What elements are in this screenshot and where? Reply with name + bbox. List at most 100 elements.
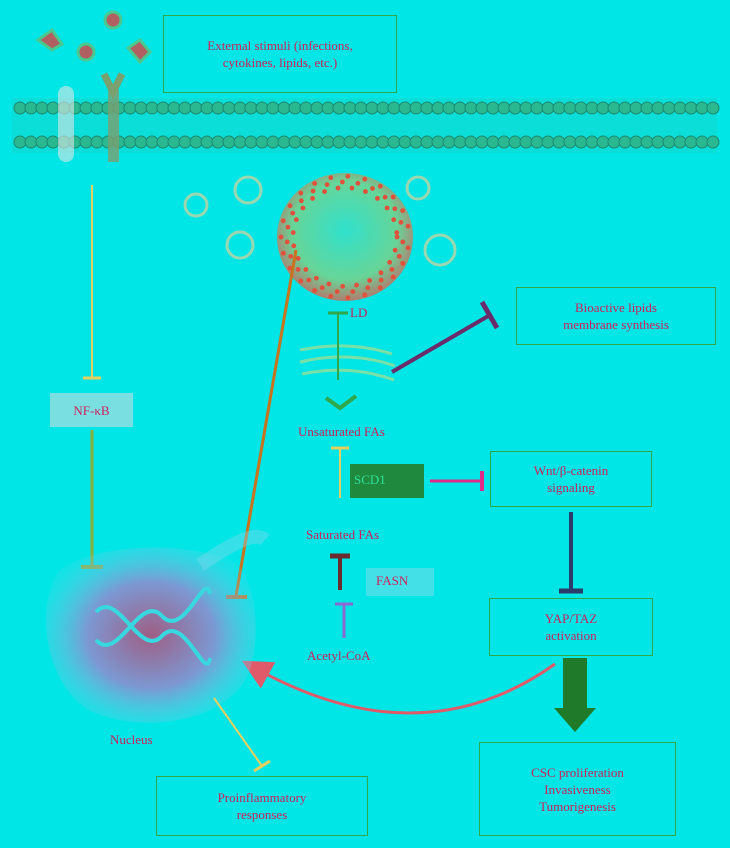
droplet-dot [287,203,293,209]
membrane-bead [79,135,93,149]
membrane-bead [310,135,324,149]
membrane-bead [255,135,269,149]
membrane-bead [398,101,412,115]
membrane-bead [607,101,621,115]
ld-label: LD [350,305,368,320]
membrane-bead [167,101,181,115]
droplet-dot [400,260,406,266]
droplet-dot [390,274,396,280]
membrane-bead [607,135,621,149]
membrane-bead [123,135,137,149]
membrane-bead [552,101,566,115]
yap-to-nucleus-arrow [241,660,556,715]
membrane-bead [277,101,291,115]
membrane-bead [321,135,335,149]
nfkb-label: NF-κB [73,402,110,418]
droplet-dot [312,181,318,186]
droplet-dot [335,185,341,191]
membrane-bead [618,135,632,149]
membrane-bead [640,135,654,149]
bioactive-line-1: Bioactive lipids [575,300,657,315]
droplet-dot [394,234,400,240]
droplet-dot [391,217,397,223]
droplet-dot [293,217,299,223]
droplet-dot [328,175,334,181]
droplet-dot [312,288,318,293]
dna-icon [94,586,212,666]
membrane-bead [211,135,225,149]
membrane-bead [145,101,159,115]
droplet-dot [291,243,297,249]
membrane-bead [266,101,280,115]
membrane-bead [486,135,500,149]
membrane-bead [431,101,445,115]
membrane-bead [442,101,456,115]
membrane-bead [497,101,511,115]
droplet-dot [339,179,345,185]
droplet-dot [394,230,400,235]
droplet-dot [378,270,384,276]
droplet-dot [405,245,411,251]
droplet-dot [377,183,383,189]
droplet-dot [319,285,325,291]
droplet-dot [334,289,340,295]
fasn-label: FASN [376,573,409,588]
droplet-dot [367,278,373,283]
droplet-dot [362,292,368,298]
droplet-dot [280,250,286,256]
membrane-bead [332,135,346,149]
membrane-bead [123,101,137,115]
membrane-bead [574,135,588,149]
membrane-bead [354,101,368,115]
membrane-bead [508,135,522,149]
membrane-bead [354,135,368,149]
membrane-bead [508,101,522,115]
membrane-bead [651,135,665,149]
membrane-bead [365,101,379,115]
membrane-bead [233,135,247,149]
membrane-bead [365,135,379,149]
membrane-bead [618,101,632,115]
csc-line-1: CSC proliferation [531,764,624,780]
membrane-bead [266,135,280,149]
membrane-bead [46,101,60,115]
yap-line-1: YAP/TAZ [544,611,598,626]
ld-to-nucleus-line [234,249,298,597]
membrane-bead [409,101,423,115]
saturated-fas-label: Saturated FAs [306,527,380,542]
membrane-bead [321,101,335,115]
proinflammatory-box: Proinflammatory responses [156,776,368,836]
droplet-dot [349,185,355,191]
receptor-channel [58,86,74,162]
wnt-line-1: Wnt/β-catenin [533,463,609,478]
wnt-box: Wnt/β-catenin signaling [490,451,652,507]
membrane-bead [178,101,192,115]
csc-line-2: Invasiveness [544,781,611,797]
membrane-bead [343,101,357,115]
droplet-dot [300,205,306,211]
droplet-dot [375,195,380,201]
membrane-bead [695,101,709,115]
membrane-bead [211,101,225,115]
membrane-bead [475,135,489,149]
membrane-bead [13,101,27,115]
droplet-dot [390,194,396,200]
membrane-bead [684,101,698,115]
membrane-bead [255,101,269,115]
droplet-dot [365,285,371,291]
csc-line-3: Tumorigenesis [539,798,616,814]
droplet-dot [326,281,332,287]
bioactive-line-2: membrane synthesis [563,317,669,332]
droplet-dot [298,198,304,204]
membrane-bead [695,135,709,149]
membrane-bead [299,135,313,149]
membrane-bead [585,135,599,149]
scd1-label: SCD1 [354,472,386,487]
droplet-dot [378,277,384,283]
membrane-bead [563,101,577,115]
droplet-dot [389,266,395,272]
droplet-dot [313,275,319,281]
droplet-dot [322,189,327,194]
membrane-bead [343,135,357,149]
